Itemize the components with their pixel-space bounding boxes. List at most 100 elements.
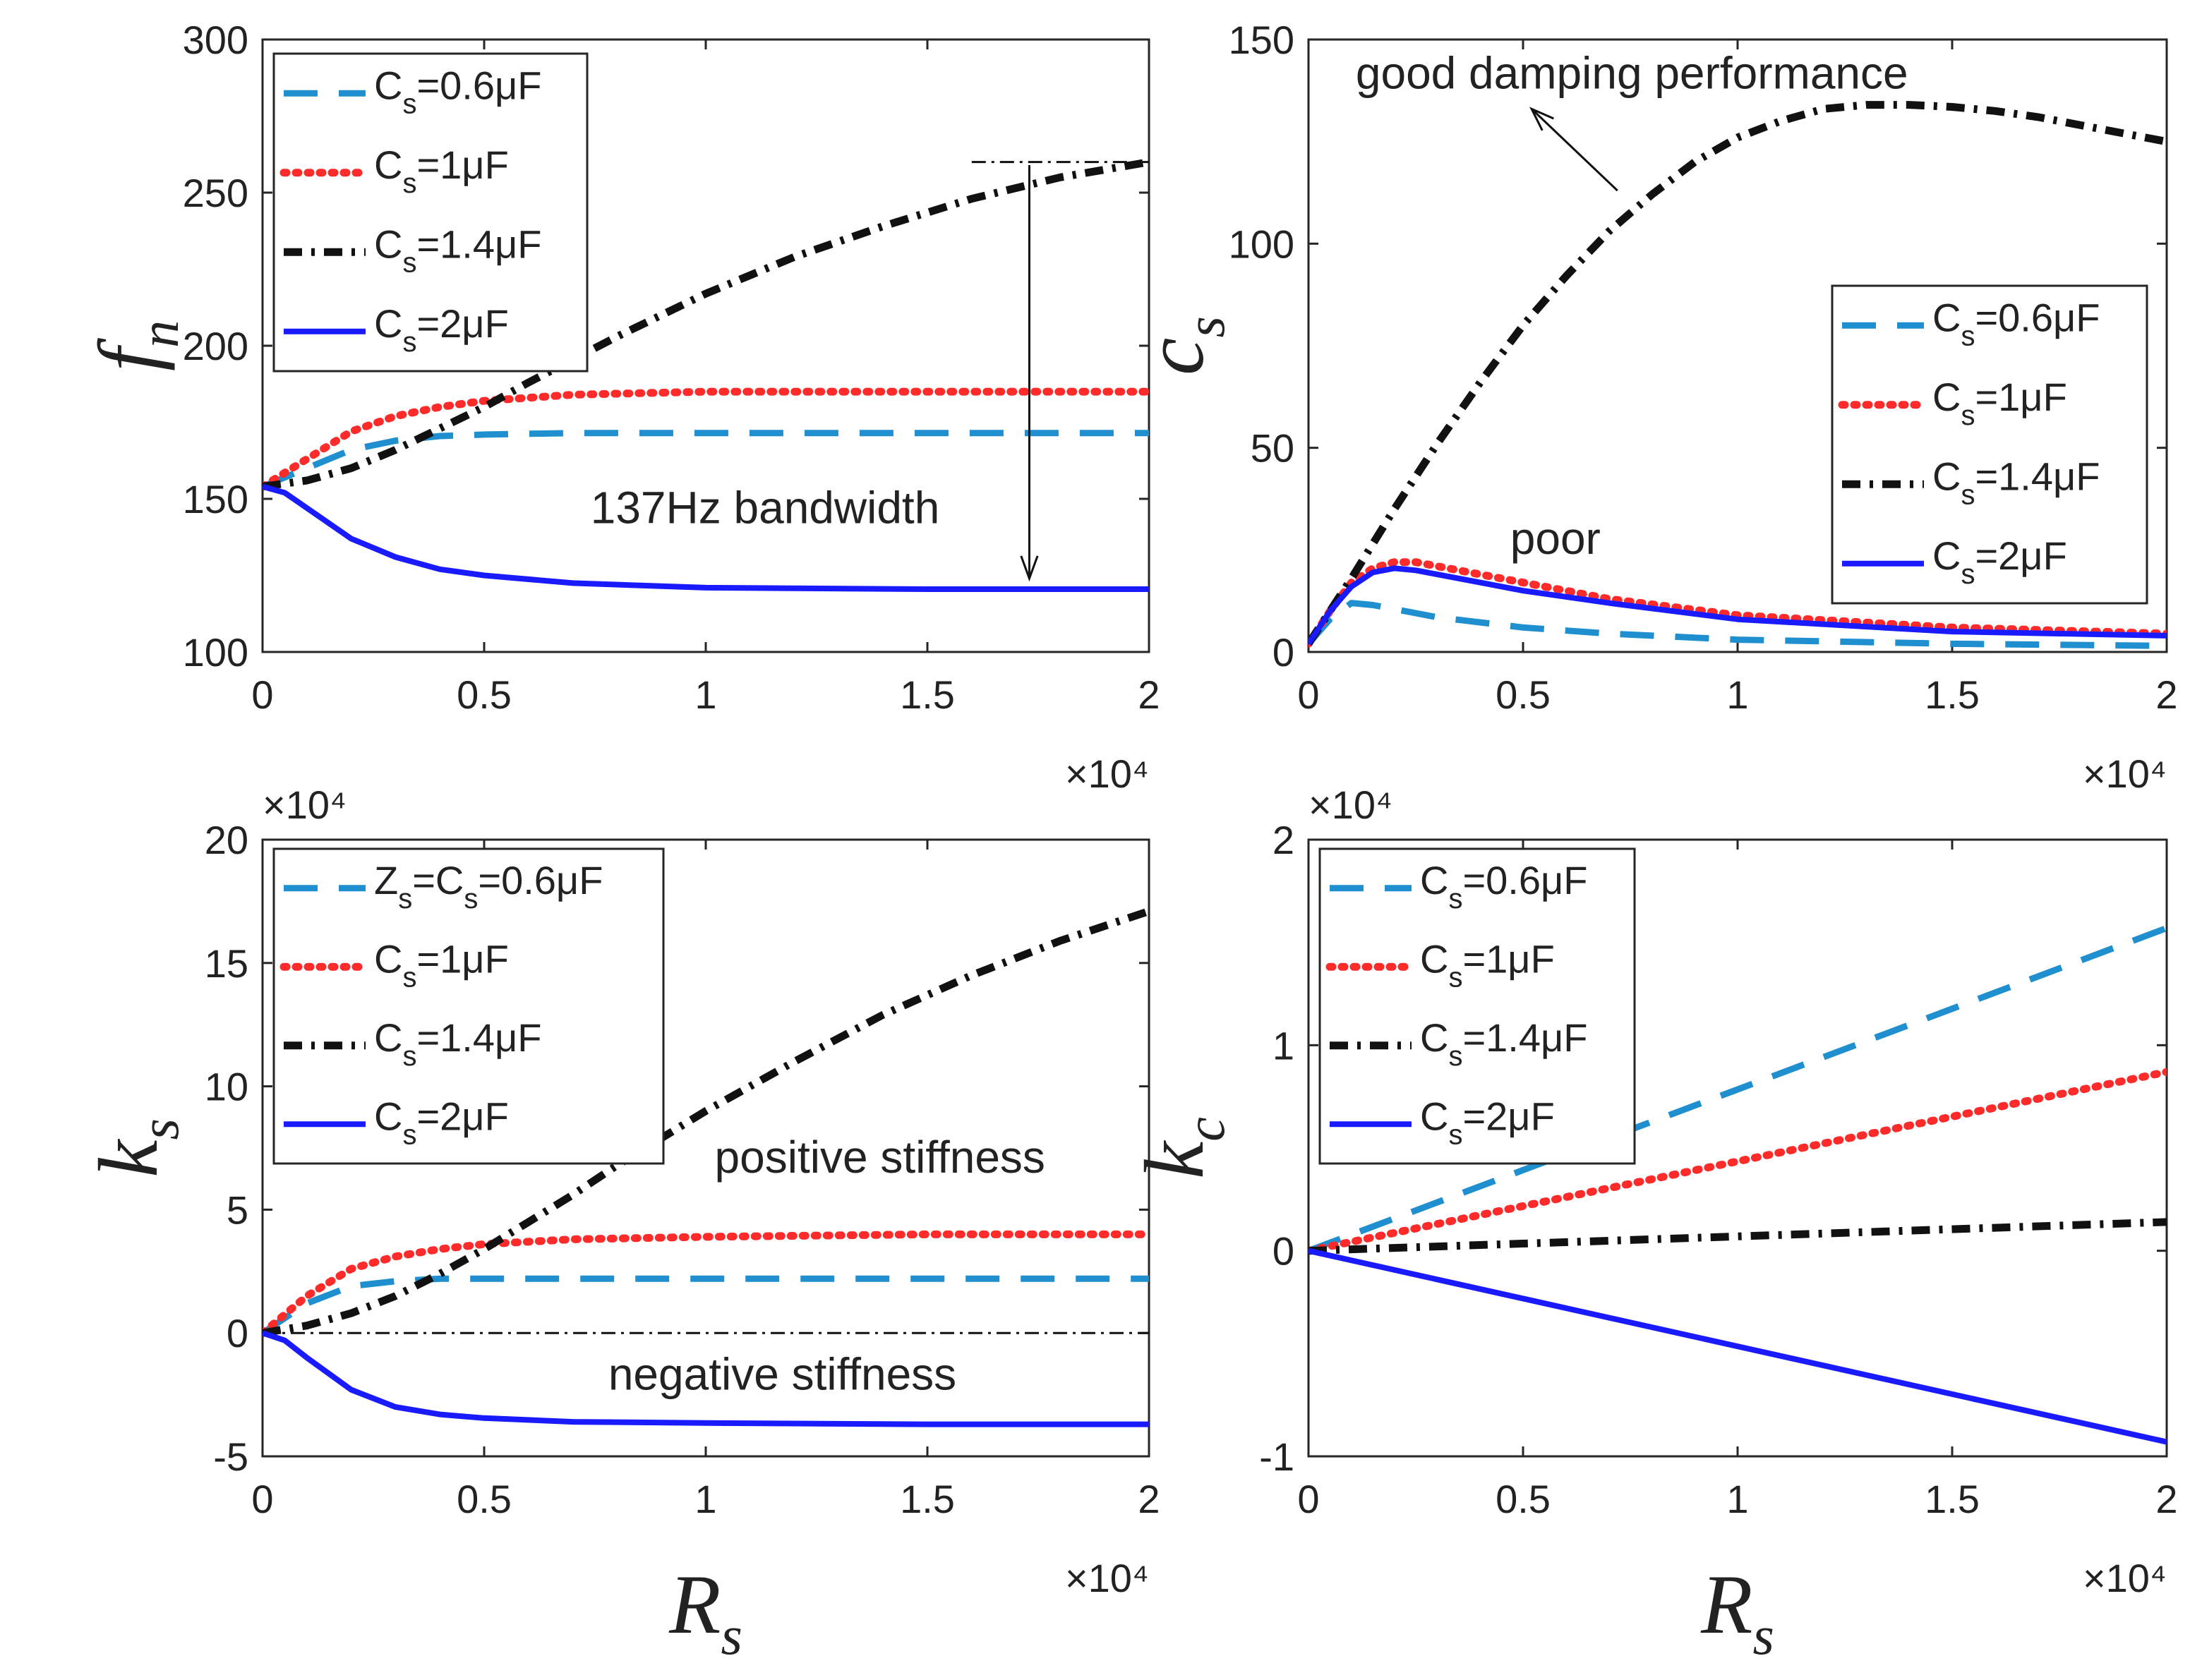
y-tick-label: 250 [183, 171, 248, 215]
y-tick-label: 0 [1273, 1229, 1294, 1274]
y-tick-label: 200 [183, 324, 248, 368]
annotation-text: poor [1510, 513, 1601, 564]
y-tick-label: -1 [1259, 1434, 1294, 1479]
legend: Cs=0.6μF Cs=1μF Cs=1.4μF Cs=2μF [272, 52, 589, 373]
chart-cs: 0 0.5 1 1.5 2 0 50 100 150 ×10⁴ cs good damping per… [1127, 18, 2178, 796]
y-axis-label: ks [81, 1118, 190, 1178]
legend-label-3: Cs=1.4μF [374, 1015, 541, 1072]
y-tick-label: 5 [227, 1188, 248, 1232]
legend-label-2: Cs=1μF [1420, 936, 1555, 993]
series-line-4 [1308, 1247, 2167, 1445]
legend-box [1318, 847, 1636, 1165]
legend-label-2: Cs=1μF [374, 143, 509, 199]
legend: Zs=Cs=0.6μF Cs=1μF Cs=1.4μF Cs=2μF [272, 847, 665, 1165]
x-tick-label: 0.5 [457, 1477, 512, 1521]
x-tick-label: 0 [251, 1477, 273, 1521]
legend-label-1: Cs=0.6μF [1420, 858, 1587, 914]
y-axis-label-sub: s [128, 1118, 190, 1140]
y-tick-label: 150 [1229, 18, 1294, 62]
series-line-1 [263, 430, 1149, 490]
legend-label-1: Cs=0.6μF [1932, 295, 2100, 351]
annotation-text: positive stiffness [715, 1132, 1045, 1183]
x-exponent-label: ×10⁴ [1065, 751, 1149, 796]
series-line-4 [1308, 565, 2167, 646]
x-tick-label: 1.5 [900, 1477, 955, 1521]
series-line-3 [1308, 101, 2167, 646]
annotation-text: good damping performance [1356, 47, 1908, 98]
x-axis-label-sub: s [721, 1605, 742, 1666]
y-axis-label: cs [1127, 316, 1236, 375]
y-tick-label: 100 [183, 630, 248, 675]
y-tick-label: 0 [227, 1311, 248, 1355]
x-tick-label: 1 [1726, 672, 1748, 717]
y-axis-label-main: c [1127, 338, 1221, 375]
legend-label-2: Cs=1μF [1932, 375, 2067, 431]
legend-box [272, 52, 589, 373]
x-axis-label: Rs [668, 1557, 742, 1666]
y-axis-label: kc [1127, 1117, 1236, 1179]
x-exponent-label: ×10⁴ [1065, 1556, 1149, 1600]
x-tick-label: 0 [1297, 672, 1319, 717]
legend-label-4: Cs=2μF [374, 301, 509, 358]
y-axis-label-sub: c [1174, 1117, 1236, 1142]
x-tick-label: 2 [2155, 1477, 2177, 1521]
y-tick-label: 50 [1251, 426, 1294, 471]
x-axis-label: Rs [1700, 1557, 1774, 1666]
y-tick-label: 150 [183, 477, 248, 521]
series-line-1 [263, 1275, 1149, 1336]
legend: Cs=0.6μF Cs=1μF Cs=1.4μF Cs=2μF [1318, 847, 1636, 1165]
x-axis-label-main: R [1700, 1557, 1752, 1651]
chart-ks: 0 0.5 1 1.5 2-505101520×10⁴×10⁴ksRspositive … [81, 782, 1160, 1666]
y-axis-label-sub: s [1174, 316, 1236, 337]
y-tick-label: 15 [205, 941, 248, 986]
chart-fn: 0 0.5 1 1.5 2 100 150 200 250 300 ×10⁴ fn 137Hz band… [81, 18, 1160, 796]
legend-label-1: Cs=0.6μF [374, 63, 541, 119]
x-tick-label: 1.5 [1925, 672, 1980, 717]
x-axis-label-sub: s [1752, 1605, 1774, 1666]
x-tick-label: 2 [1138, 1477, 1160, 1521]
series-line-3 [263, 907, 1149, 1337]
annotation-arrow-shaft [1531, 108, 1618, 192]
plot-series-group [1308, 101, 2167, 649]
x-tick-label: 1 [694, 1477, 716, 1521]
x-tick-label: 0 [251, 672, 273, 717]
legend-box [1831, 284, 2148, 605]
x-tick-label: 2 [1138, 672, 1160, 717]
x-tick-label: 1.5 [1925, 1477, 1980, 1521]
series-line-2 [1308, 558, 2167, 648]
y-tick-label: 300 [183, 18, 248, 62]
y-exponent-label: ×10⁴ [263, 782, 347, 827]
y-axis-label: fn [81, 320, 190, 371]
plot-series-group [263, 907, 1149, 1427]
legend-label-1: Zs=Cs=0.6μF [374, 858, 603, 914]
annotation-arrow-head [1529, 107, 1554, 131]
chart-kc: 0 0.5 1 1.5 2-1012×10⁴×10⁴kcRsCs=0.6μFCs=1μF… [1127, 782, 2178, 1666]
y-axis-label-sub: n [128, 320, 190, 348]
y-tick-label: 20 [205, 818, 248, 862]
legend-label-3: Cs=1.4μF [1420, 1015, 1587, 1072]
legend-label-4: Cs=2μF [1420, 1094, 1555, 1150]
y-tick-label: 2 [1273, 818, 1294, 862]
x-tick-label: 0.5 [1496, 672, 1551, 717]
legend-box [272, 847, 665, 1165]
x-axis-label-main: R [668, 1557, 721, 1651]
legend-label-4: Cs=2μF [1932, 533, 2067, 590]
x-tick-label: 0.5 [1496, 1477, 1551, 1521]
y-tick-label: 10 [205, 1065, 248, 1109]
annotation-text: negative stiffness [608, 1349, 956, 1400]
legend: Cs=0.6μF Cs=1μF Cs=1.4μF Cs=2μF [1831, 284, 2148, 605]
x-tick-label: 1 [1726, 1477, 1748, 1521]
y-tick-label: 100 [1229, 222, 1294, 266]
y-exponent-label: ×10⁴ [1308, 782, 1392, 827]
x-tick-label: 1 [694, 672, 716, 717]
legend-label-3: Cs=1.4μF [374, 222, 541, 278]
series-line-2 [1308, 1068, 2167, 1255]
legend-label-2: Cs=1μF [374, 936, 509, 993]
legend-label-4: Cs=2μF [374, 1094, 509, 1150]
y-axis-label-main: k [81, 1138, 175, 1178]
series-line-2 [263, 387, 1149, 491]
x-tick-label: 1.5 [900, 672, 955, 717]
series-line-4 [263, 1330, 1149, 1427]
